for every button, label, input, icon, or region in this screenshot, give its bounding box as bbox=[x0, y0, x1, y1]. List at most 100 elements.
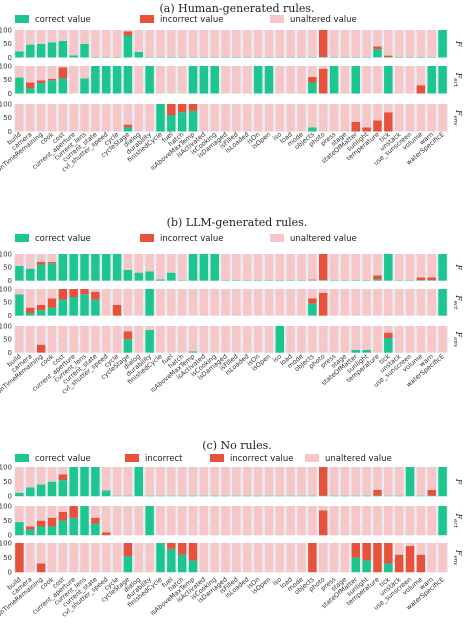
bar-incorrect bbox=[26, 82, 35, 89]
bar-correct bbox=[15, 294, 24, 316]
bar-correct bbox=[232, 280, 241, 281]
bar-unaltered bbox=[362, 289, 371, 316]
bar-correct bbox=[253, 495, 263, 497]
bar-unaltered bbox=[394, 289, 404, 316]
bar-unaltered bbox=[69, 104, 78, 132]
bar-unaltered bbox=[123, 467, 133, 496]
bar-unaltered bbox=[373, 66, 382, 94]
bar-unaltered bbox=[36, 66, 46, 81]
bar-unaltered bbox=[340, 30, 350, 57]
bar-incorrect bbox=[416, 85, 426, 94]
bar-correct bbox=[221, 495, 230, 497]
legend-label: unaltered value bbox=[290, 15, 357, 25]
bar-incorrect bbox=[362, 127, 371, 132]
bar-incorrect bbox=[351, 543, 360, 558]
bar-unaltered bbox=[177, 289, 187, 316]
bar-unaltered bbox=[351, 254, 360, 281]
legend-label: correct value bbox=[35, 234, 91, 244]
bar-correct bbox=[145, 271, 154, 281]
bar-correct bbox=[101, 56, 111, 58]
bar-unaltered bbox=[26, 543, 35, 573]
bar-correct bbox=[112, 495, 122, 497]
bar-unaltered bbox=[362, 467, 371, 496]
bar-unaltered bbox=[427, 104, 436, 132]
bar-incorrect bbox=[384, 543, 393, 564]
bar-correct bbox=[112, 56, 122, 58]
bar-unaltered bbox=[47, 66, 57, 79]
row-label-subscript: ect bbox=[452, 78, 458, 87]
bar-correct bbox=[80, 78, 89, 94]
bar-incorrect bbox=[318, 68, 328, 94]
bar-unaltered bbox=[91, 543, 100, 573]
bar-correct bbox=[199, 495, 209, 497]
bar-correct bbox=[308, 56, 317, 58]
bar-incorrect bbox=[405, 545, 415, 573]
bar-unaltered bbox=[308, 66, 317, 78]
bar-unaltered bbox=[58, 30, 68, 42]
bar-correct bbox=[210, 254, 219, 281]
bar-unaltered bbox=[177, 30, 187, 57]
bar-unaltered bbox=[308, 254, 317, 280]
bar-correct bbox=[427, 495, 436, 497]
chart-section-2: (b) LLM-generated rules. correct value inc… bbox=[0, 216, 463, 409]
row-label-symbol: F bbox=[454, 72, 463, 79]
bar-unaltered bbox=[362, 104, 371, 128]
legend-swatch bbox=[15, 234, 29, 242]
y-tick-label: 0 bbox=[8, 90, 12, 98]
bar-unaltered bbox=[373, 104, 382, 121]
bar-unaltered bbox=[47, 289, 57, 299]
bar-incorrect bbox=[177, 543, 187, 555]
y-tick-label: 50 bbox=[3, 40, 12, 48]
legend-label: correct value bbox=[35, 454, 91, 464]
bar-unaltered bbox=[134, 506, 143, 536]
bar-unaltered bbox=[362, 66, 371, 94]
bar-incorrect bbox=[112, 305, 122, 316]
bar-unaltered bbox=[156, 254, 165, 280]
bar-unaltered bbox=[80, 104, 89, 132]
bar-unaltered bbox=[58, 506, 68, 512]
bar-correct bbox=[156, 279, 165, 281]
bar-correct bbox=[438, 66, 447, 94]
y-tick-label: 50 bbox=[3, 517, 12, 525]
bar-unaltered bbox=[134, 104, 143, 132]
bar-incorrect bbox=[318, 30, 328, 57]
bar-correct bbox=[15, 51, 24, 58]
bar-incorrect bbox=[384, 112, 393, 132]
bar-unaltered bbox=[123, 30, 133, 32]
bar-unaltered bbox=[188, 30, 198, 57]
legend-label: incorrect bbox=[145, 454, 183, 464]
bar-unaltered bbox=[188, 326, 198, 352]
bar-unaltered bbox=[210, 289, 219, 316]
bar-incorrect bbox=[47, 298, 57, 308]
bar-correct bbox=[134, 52, 143, 58]
bar-unaltered bbox=[123, 289, 133, 316]
bar-correct bbox=[351, 280, 360, 281]
bar-unaltered bbox=[351, 467, 360, 496]
bar-unaltered bbox=[286, 66, 295, 94]
bar-correct bbox=[384, 56, 393, 58]
bar-correct bbox=[340, 495, 350, 497]
bar-unaltered bbox=[416, 104, 426, 132]
panel-3: 0 50 100 Fenv bbox=[0, 322, 463, 357]
bar-correct bbox=[123, 339, 133, 353]
bar-correct bbox=[47, 526, 57, 536]
bar-correct bbox=[394, 56, 404, 58]
bar-unaltered bbox=[253, 506, 263, 536]
bar-unaltered bbox=[156, 326, 165, 353]
bar-correct bbox=[329, 66, 339, 94]
bar-correct bbox=[26, 487, 35, 497]
bar-unaltered bbox=[221, 543, 230, 573]
bar-unaltered bbox=[123, 104, 133, 125]
bar-incorrect bbox=[362, 543, 371, 561]
bar-unaltered bbox=[243, 467, 252, 496]
row-label-symbol: F bbox=[454, 294, 463, 301]
bar-correct bbox=[264, 495, 274, 497]
bar-unaltered bbox=[405, 289, 415, 316]
panel-1: 0 50 100 F bbox=[0, 26, 463, 62]
bar-unaltered bbox=[47, 506, 57, 518]
bar-incorrect bbox=[384, 332, 393, 338]
bar-unaltered bbox=[308, 506, 317, 536]
bar-unaltered bbox=[221, 66, 230, 94]
bar-unaltered bbox=[264, 326, 274, 353]
